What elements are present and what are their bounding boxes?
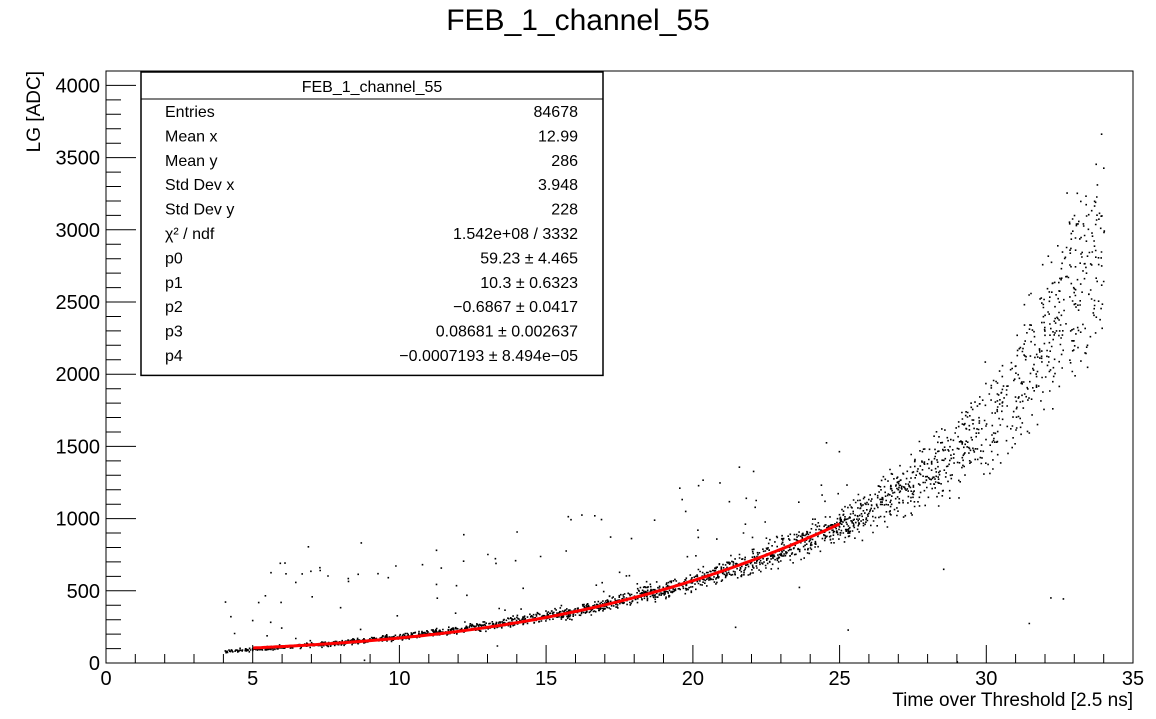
x-tick-label: 30 xyxy=(975,668,997,690)
axes-frame xyxy=(105,70,1134,664)
plot-frame xyxy=(105,70,1134,664)
stats-row-label: Mean y xyxy=(165,153,217,170)
stats-row-label: χ² / ndf xyxy=(165,226,215,243)
stats-row-value: 228 xyxy=(551,202,578,219)
x-tick-label: 35 xyxy=(1122,668,1144,690)
x-tick-label: 15 xyxy=(535,668,557,690)
y-tick-label: 1500 xyxy=(56,436,101,458)
axis-ticks: 0 5 10 15 20 25 30 35 0 500 1000 1500 2000 2500 3000 35… xyxy=(56,70,1144,690)
stats-row-label: p2 xyxy=(165,299,183,316)
stats-row-value: 286 xyxy=(551,153,578,170)
stats-row-label: Mean x xyxy=(165,128,217,145)
y-tick-label: 1000 xyxy=(56,509,101,531)
x-tick-label: 0 xyxy=(100,668,111,690)
y-tick-label: 3500 xyxy=(56,148,101,170)
stats-row-label: p3 xyxy=(165,324,183,341)
chart-title: FEB_1_channel_55 xyxy=(446,4,710,37)
stats-box-frame xyxy=(140,71,604,377)
y-tick-label: 3000 xyxy=(56,220,101,242)
x-tick-label: 20 xyxy=(682,668,704,690)
stats-box-title: FEB_1_channel_55 xyxy=(302,79,443,96)
x-axis-title: Time over Threshold [2.5 ns] xyxy=(892,690,1133,711)
stats-row-value: 0.08681 ± 0.002637 xyxy=(436,324,578,341)
y-tick-label: 2500 xyxy=(56,292,101,314)
stats-row-label: Entries xyxy=(165,104,215,121)
stats-row-value: −0.6867 ± 0.0417 xyxy=(453,299,578,316)
x-tick-label: 25 xyxy=(828,668,850,690)
tick-marks xyxy=(105,70,1134,664)
x-tick-label: 10 xyxy=(388,668,410,690)
y-tick-label: 2000 xyxy=(56,364,101,386)
y-tick-label: 0 xyxy=(89,653,100,675)
stats-row-label: p0 xyxy=(165,250,183,267)
y-axis-title: LG [ADC] xyxy=(24,71,45,152)
fit-curve xyxy=(252,522,841,650)
stats-row-value: 10.3 ± 0.6323 xyxy=(480,275,578,292)
stats-row-value: 59.23 ± 4.465 xyxy=(480,250,578,267)
y-tick-label: 4000 xyxy=(56,75,101,97)
stats-row-value: −0.0007193 ± 8.494e−05 xyxy=(399,348,578,365)
stats-row-label: Std Dev x xyxy=(165,177,234,194)
y-tick-label: 500 xyxy=(67,581,100,603)
stats-row-label: p1 xyxy=(165,275,183,292)
stats-row-value: 84678 xyxy=(534,104,579,121)
stats-box: FEB_1_channel_55 Entries 84678 Mean x 12.99 M… xyxy=(140,71,604,377)
stats-row-value: 3.948 xyxy=(538,177,578,194)
fit-curve-layer xyxy=(252,522,841,650)
stats-row-value: 12.99 xyxy=(538,128,578,145)
x-tick-label: 5 xyxy=(247,668,258,690)
stats-row-label: Std Dev y xyxy=(165,202,234,219)
stats-row-value: 1.542e+08 / 3332 xyxy=(453,226,578,243)
stats-row-label: p4 xyxy=(165,348,183,365)
